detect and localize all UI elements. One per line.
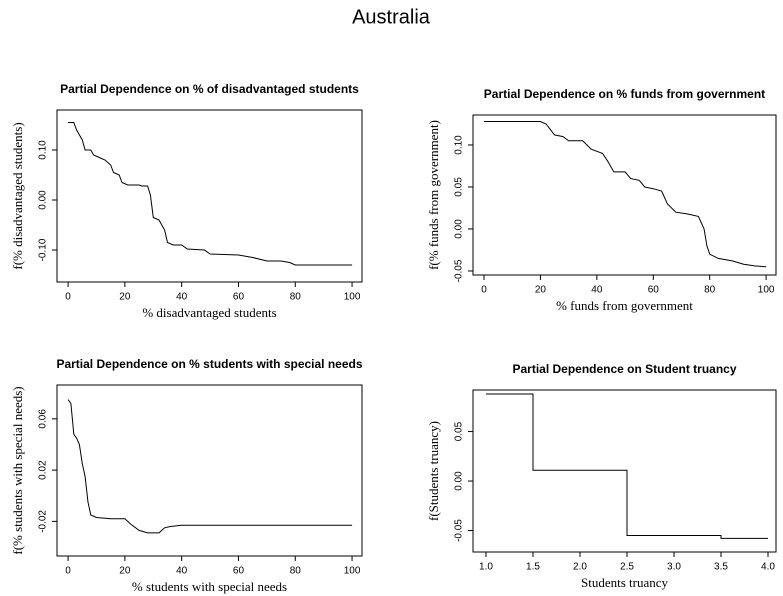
y-tick-label: 0.02: [38, 460, 49, 480]
x-tick-label: 40: [176, 292, 188, 303]
y-axis-label: f(% funds from government): [426, 120, 441, 270]
y-axis-label: f(% disadvantaged students): [10, 122, 25, 269]
x-tick-label: 80: [704, 285, 716, 296]
y-tick-label: 0.05: [454, 421, 465, 441]
x-tick-label: 1.5: [526, 562, 540, 573]
panel-title: Partial Dependence on % students with sp…: [56, 357, 362, 371]
x-tick-label: 100: [344, 566, 361, 577]
x-tick-label: 20: [119, 292, 131, 303]
y-tick-label: 0.10: [38, 140, 49, 160]
pd-line: [484, 121, 767, 268]
y-tick-label: 0.06: [38, 409, 49, 429]
pd-line: [67, 399, 353, 534]
x-tick-label: 60: [648, 285, 660, 296]
x-tick-label: 60: [233, 566, 245, 577]
y-tick-label: -0.10: [38, 238, 49, 261]
x-tick-label: 20: [535, 285, 547, 296]
plot-frame: [56, 384, 363, 557]
y-tick-label: -0.05: [454, 259, 465, 282]
y-tick-label: 0.00: [454, 219, 465, 239]
x-tick-label: 100: [344, 292, 361, 303]
plot-frame: [472, 114, 777, 276]
x-tick-label: 60: [233, 292, 245, 303]
y-axis-label: f(% students with special needs): [10, 386, 25, 554]
y-tick-label: 0.05: [454, 177, 465, 197]
x-tick-label: 3.0: [667, 562, 681, 573]
x-axis-label: % disadvantaged students: [142, 305, 276, 320]
x-tick-label: 3.5: [714, 562, 728, 573]
x-tick-label: 80: [290, 292, 302, 303]
x-tick-label: 40: [591, 285, 603, 296]
x-axis-label: Students truancy: [581, 575, 669, 590]
x-tick-label: 0: [65, 566, 71, 577]
x-tick-label: 2.0: [573, 562, 587, 573]
x-axis-label: % funds from government: [556, 298, 693, 313]
y-tick-label: -0.02: [38, 510, 49, 533]
plot-frame: [56, 109, 363, 283]
x-tick-label: 0: [481, 285, 487, 296]
panel-title: Partial Dependence on % funds from gover…: [484, 87, 765, 101]
x-tick-label: 2.5: [620, 562, 634, 573]
panel-title: Partial Dependence on Student truancy: [512, 362, 736, 376]
panel-title: Partial Dependence on % of disadvantaged…: [60, 82, 359, 96]
pd-line: [68, 122, 353, 266]
y-tick-label: 0.10: [454, 135, 465, 155]
pd-line: [486, 393, 768, 539]
y-tick-label: 0.00: [38, 190, 49, 210]
x-axis-label: % students with special needs: [132, 579, 287, 594]
x-tick-label: 100: [758, 285, 775, 296]
x-tick-label: 4.0: [761, 562, 775, 573]
plot-frame: [472, 389, 777, 553]
x-tick-label: 1.0: [479, 562, 493, 573]
y-axis-label: f(Students truancy): [426, 421, 441, 521]
x-tick-label: 40: [176, 566, 188, 577]
x-tick-label: 80: [290, 566, 302, 577]
x-tick-label: 0: [65, 292, 71, 303]
y-tick-label: 0.00: [454, 471, 465, 491]
x-tick-label: 20: [119, 566, 131, 577]
y-tick-label: -0.05: [454, 519, 465, 542]
figure-title: Australia: [352, 6, 431, 28]
